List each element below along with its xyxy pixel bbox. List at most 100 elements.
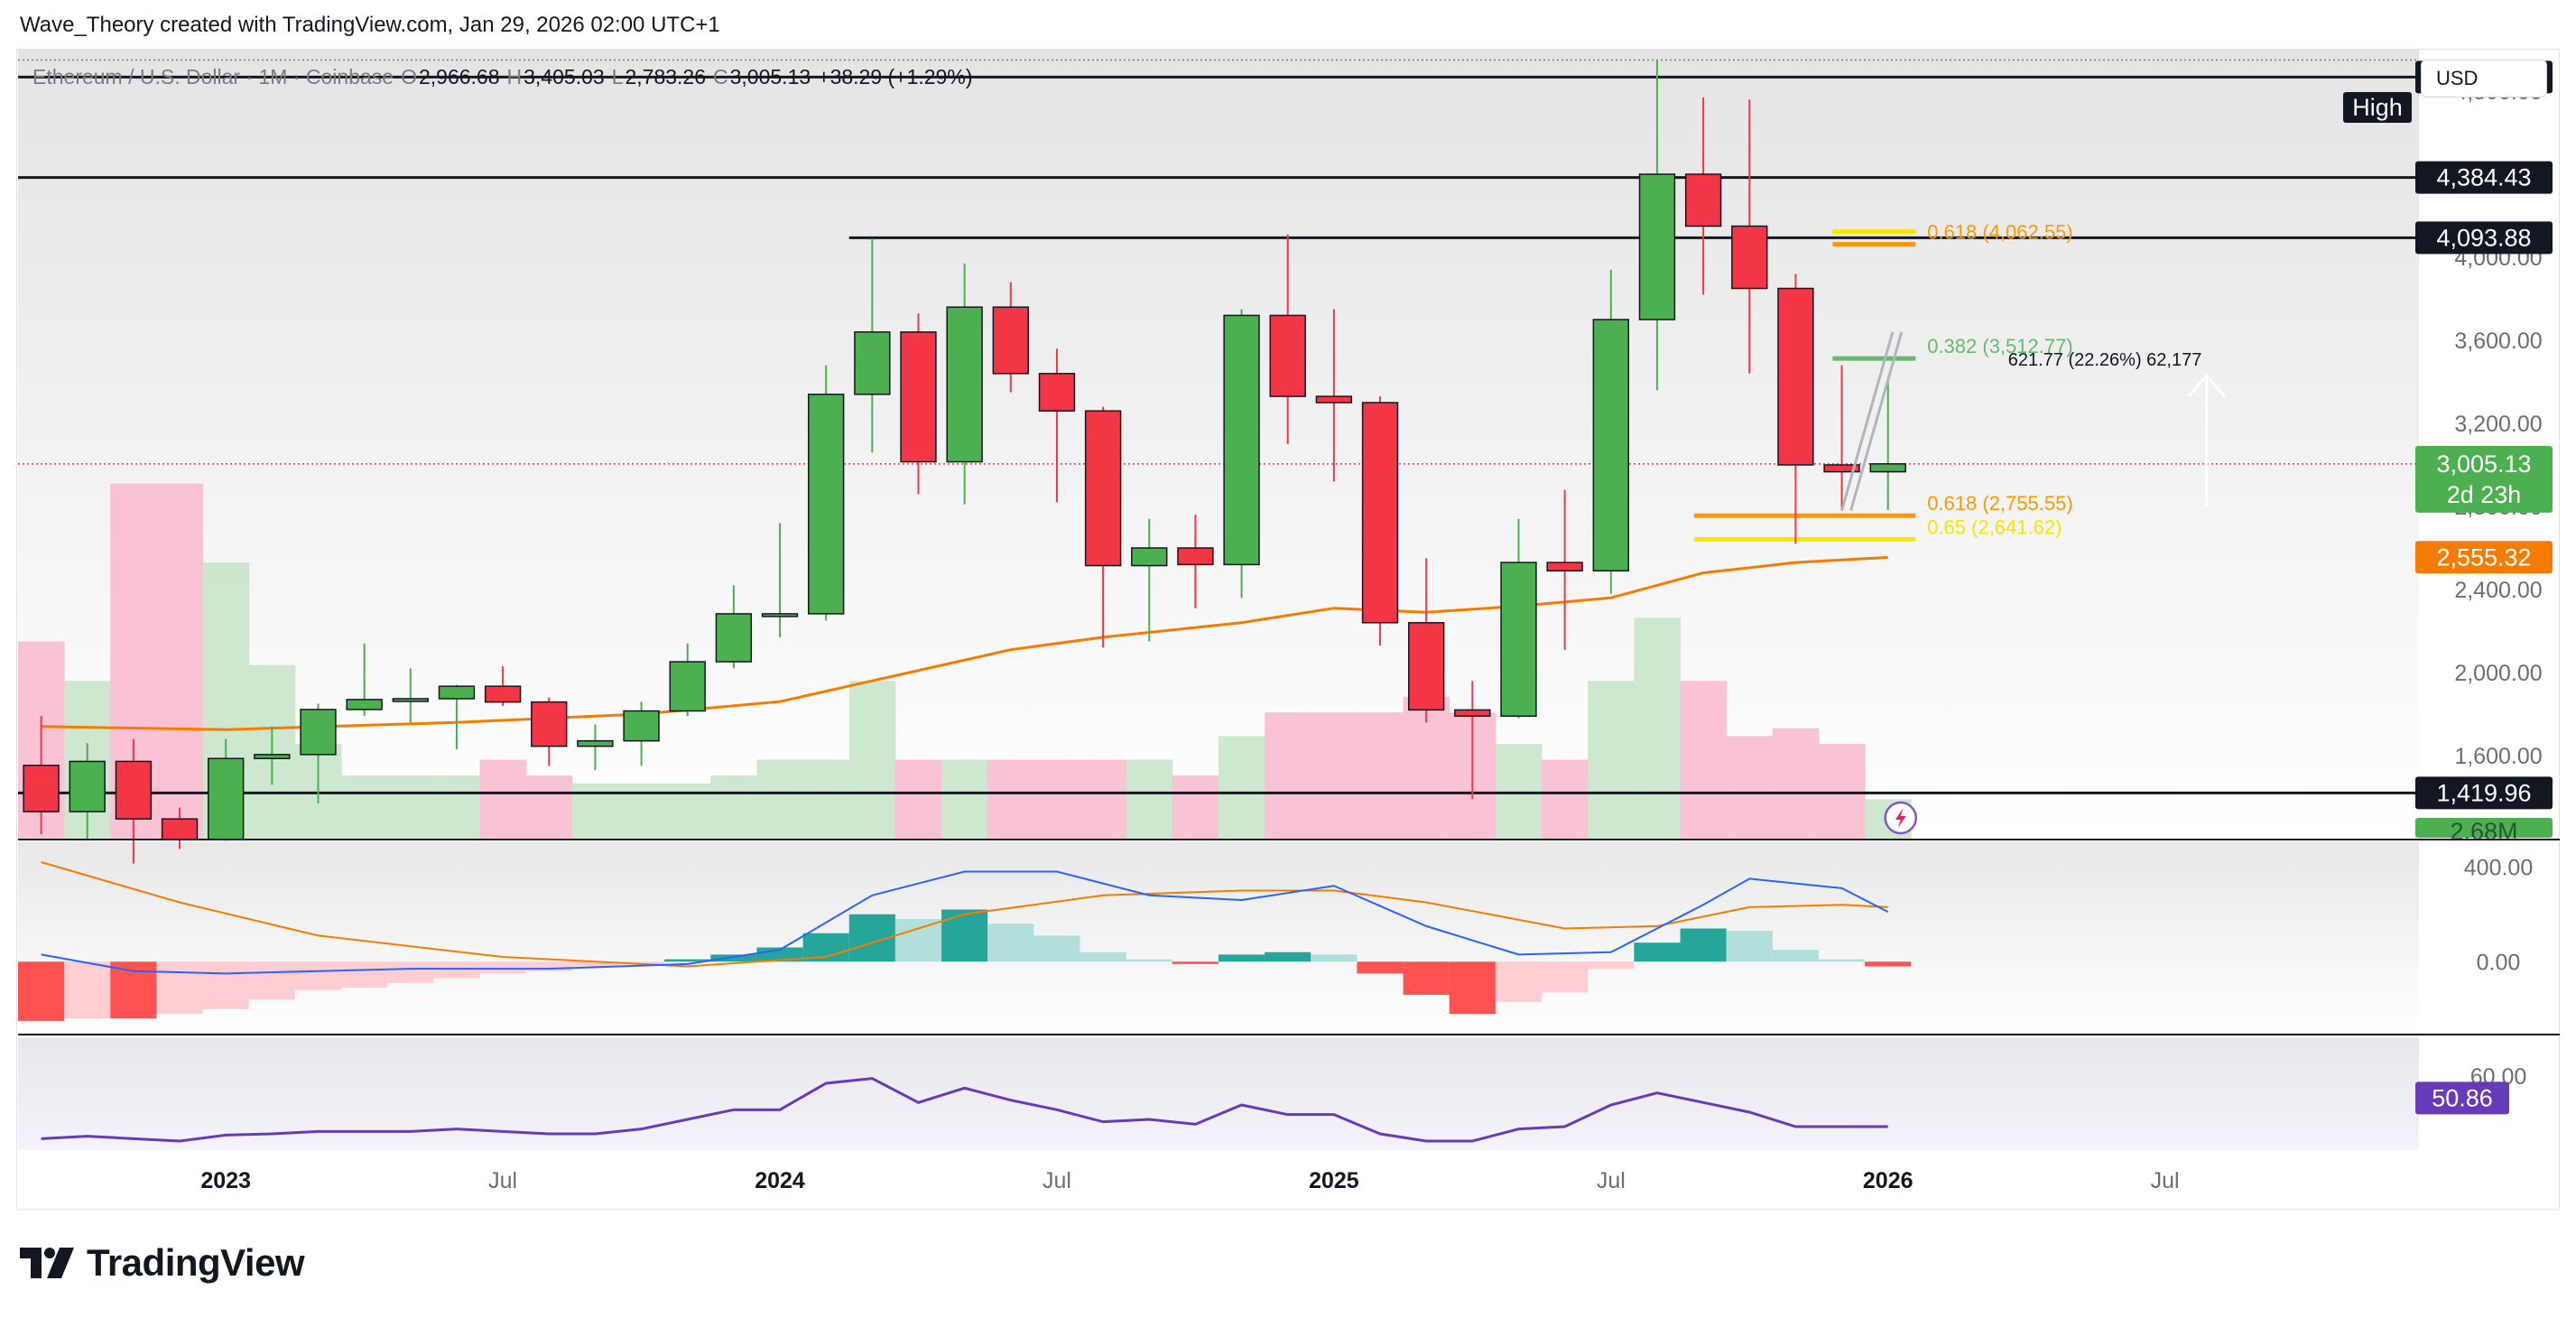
fib-level-label: 0.382 (3,512.77) [1927,335,2072,357]
macd-histogram-bar [1680,928,1727,962]
volume-bar [1219,736,1265,839]
fib-level-label: 0.618 (4,062.55) [1927,221,2072,244]
macd-signal-line [41,861,1888,968]
macd-histogram-bar [1311,954,1357,962]
volume-bar [433,775,481,839]
macd-histogram-bar [341,961,388,988]
fib-level-label: 0.618 (2,755.55) [1927,492,2072,515]
candle-body [115,760,153,820]
rsi-value-tag: 50.86 [2432,1084,2493,1111]
horizontal-levels [18,59,2428,794]
macd-histogram-bar [1634,942,1681,962]
candle-body [1361,402,1399,624]
volume-bar [756,759,804,839]
x-axis-tick-label: 2023 [200,1168,251,1193]
candles[interactable] [23,60,1906,864]
level-price-tag-box [2415,161,2553,194]
candle-body [808,394,845,615]
brand-name: TradingView [87,1241,305,1284]
macd-histogram-bar [18,961,65,1021]
candle-body [1869,463,1906,473]
candle-body [715,613,753,663]
macd-histogram-bar [433,961,480,979]
macd-histogram-bar [156,961,203,1014]
volume-bar [941,759,988,839]
volume-bar [1634,617,1682,839]
x-axis-tick-label: 2024 [755,1168,805,1193]
macd-histogram-bar [1080,951,1126,962]
x-axis-tick-label: Jul [2151,1168,2180,1193]
candle-body [761,613,799,617]
bolt-icon [1895,808,1906,828]
macd-histogram-bar [294,961,342,990]
macd-histogram-bar [1033,935,1080,962]
x-axis-tick-label: 2025 [1309,1168,1359,1193]
candle-body [946,306,983,463]
ohlc-legend: Ethereum / U.S. Dollar · 1M · Coinbase O… [32,65,973,89]
candle-body [254,754,291,759]
y-axis-tick-label: 2,400.00 [2454,578,2542,603]
volume-bar [1033,759,1081,839]
candle-body [1315,395,1353,404]
macd-histogram-bar [664,959,711,962]
candle-body [1408,622,1445,711]
fibonacci-levels: 0.618 (4,062.55) 0.382 (3,512.77) 0.618 (2… [1693,221,2073,542]
macd-line [41,870,1889,975]
moving-average-tag-box [2415,541,2553,574]
candle-body [161,818,199,840]
volume-bar [1172,775,1219,839]
moving-average-tag: 2,555.32 [2436,543,2531,571]
volume-bar [1311,712,1357,839]
macd-histogram-bar [387,961,434,983]
candle-body [23,765,60,812]
macd-histogram-bar [525,961,572,971]
macd-histogram-bar [987,924,1034,962]
candle-body [1823,464,1860,473]
macd-indicator [18,861,1912,1021]
volume-bar [848,681,896,839]
level-price-tag-box [2415,221,2553,255]
volume-bar [894,759,942,839]
projection-line [1840,331,1895,512]
macd-pane-background [18,841,2419,1035]
rsi-value-tag-box [2415,1081,2509,1115]
candle-body [1546,562,1583,572]
candle-body [484,685,522,703]
change-value: +38.29 (+1.29%) [818,65,973,88]
macd-histogram-bar [1126,959,1172,962]
macd-histogram-bar [1819,959,1866,962]
candle-body [992,306,1029,375]
level-price-tag: 1,419.96 [2436,779,2531,806]
candle-body [854,331,891,395]
volume-bar [341,775,388,839]
macd-histogram-bar [1865,961,1912,967]
tradingview-logo[interactable]: TradingView [20,1241,305,1284]
volume-bar [1772,728,1820,839]
high-value: 3,405.03 [524,65,605,88]
tradingview-logo-icon [20,1248,74,1278]
macd-axis-tick-label: 400.00 [2464,855,2533,880]
projection-line [1849,331,1904,512]
candle-body [1731,225,1768,290]
candle-body [1084,410,1122,567]
macd-histogram-bar [1726,931,1773,962]
rsi-indicator [41,1077,1888,1143]
volume-bar [1680,681,1728,839]
symbol-name[interactable]: Ethereum / U.S. Dollar · 1M · Coinbase [32,65,394,88]
macd-axis-tick-label: 0.00 [2477,950,2521,975]
volume-bar [1126,759,1173,839]
candle-body [1500,562,1537,718]
candle-body [669,661,706,712]
currency-button[interactable]: USD [2421,60,2547,97]
countdown-tag: 2d 23h [2447,481,2522,508]
candle-body [1638,173,1676,320]
macd-histogram-bar [248,961,295,1000]
candle-body [300,709,337,756]
up-arrow-icon [2187,373,2226,398]
candle-body [346,699,383,710]
fib-level-label: 0.65 (2,641.62) [1927,515,2062,538]
volume-bar [710,775,757,839]
macd-histogram-bar [1542,961,1589,993]
high-tag-box [2343,92,2412,123]
